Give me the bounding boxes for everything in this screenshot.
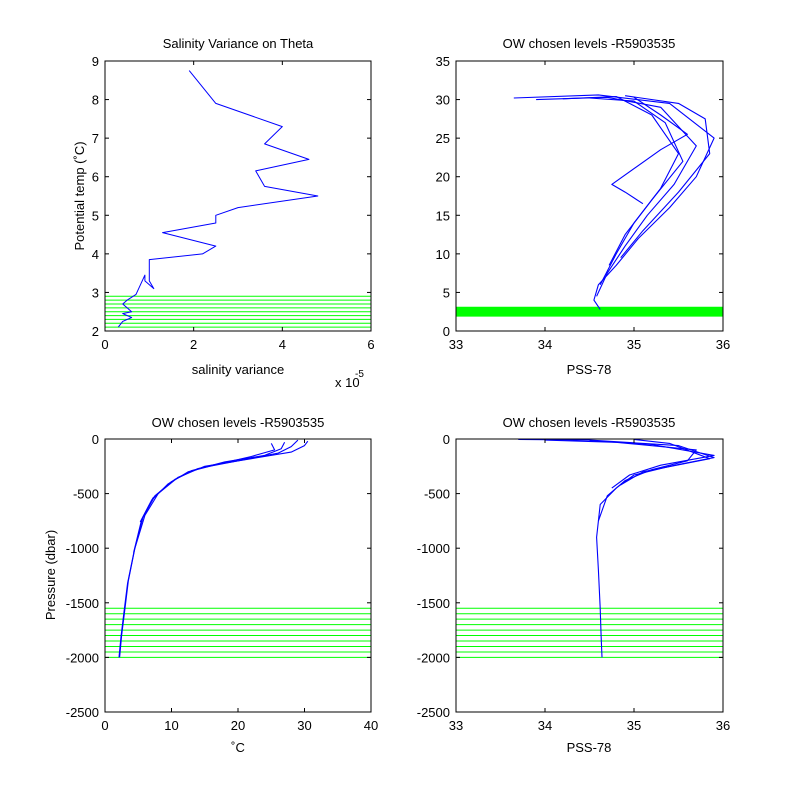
plot-area [456, 94, 723, 317]
y-tick-label: 10 [436, 247, 450, 262]
temperature-pressure-panel: OW chosen levels -R5903535 ˚C Pressure (… [43, 415, 378, 755]
y-tick-label: -500 [73, 487, 99, 502]
x-tick-label: 20 [231, 718, 245, 733]
axes-frame [455, 60, 724, 332]
x-tick-label: 36 [716, 337, 730, 352]
y-tick-label: 0 [443, 324, 450, 339]
panel-title: Salinity Variance on Theta [163, 36, 314, 51]
y-tick-label: -1000 [66, 541, 99, 556]
profile-line-1 [117, 70, 319, 328]
y-tick-label: 9 [92, 54, 99, 69]
profile-line-3 [562, 95, 680, 285]
y-tick-label: 7 [92, 131, 99, 146]
x-exponent: -5 [355, 369, 364, 380]
y-tick-label: 0 [92, 432, 99, 447]
x-tick-label: 36 [716, 718, 730, 733]
y-tick-label: 0 [443, 432, 450, 447]
y-tick-label: 30 [436, 93, 450, 108]
x-tick-label: 35 [627, 337, 641, 352]
x-tick-label: 33 [449, 337, 463, 352]
profile-line-5 [620, 95, 711, 259]
y-tick-label: 8 [92, 93, 99, 108]
plot-area [105, 70, 371, 328]
profile-line-1 [513, 94, 715, 310]
axes-frame [104, 60, 372, 332]
plot-area [105, 439, 371, 658]
profile-line-4 [139, 443, 276, 523]
x-tick-label: 0 [101, 337, 108, 352]
x-tick-label: 0 [101, 718, 108, 733]
x-tick-label: 33 [449, 718, 463, 733]
y-tick-label: 5 [443, 285, 450, 300]
x-exponent-label: x 10 [335, 375, 360, 390]
y-tick-label: -2000 [66, 650, 99, 665]
axes-frame [455, 438, 724, 713]
x-tick-label: 6 [367, 337, 374, 352]
y-tick-label: 20 [436, 170, 450, 185]
panel-title: OW chosen levels -R5903535 [152, 415, 325, 430]
y-tick-label: 15 [436, 208, 450, 223]
x-axis-label: ˚C [231, 740, 245, 755]
y-tick-label: -1500 [417, 596, 450, 611]
profile-line-3 [589, 440, 715, 489]
y-tick-label: 5 [92, 208, 99, 223]
y-axis-label: Pressure (dbar) [43, 530, 58, 620]
y-tick-label: 4 [92, 247, 99, 262]
salinity-theta-panel: OW chosen levels -R5903535 PSS-78 33 34 35… [436, 36, 731, 377]
y-tick-label: 3 [92, 285, 99, 300]
x-tick-label: 30 [297, 718, 311, 733]
salinity-pressure-panel: OW chosen levels -R5903535 PSS-78 33 34 35… [417, 415, 730, 755]
salinity-variance-panel: Salinity Variance on Theta salinity vari… [72, 36, 375, 390]
x-tick-label: 2 [190, 337, 197, 352]
x-axis-label: PSS-78 [567, 362, 612, 377]
y-tick-label: -500 [424, 487, 450, 502]
x-axis-label: PSS-78 [567, 740, 612, 755]
x-tick-label: 40 [364, 718, 378, 733]
y-tick-label: 25 [436, 131, 450, 146]
profile-line-4 [620, 439, 711, 486]
panel-title: OW chosen levels -R5903535 [503, 415, 676, 430]
panel-title: OW chosen levels -R5903535 [503, 36, 676, 51]
x-axis-label: salinity variance [192, 362, 285, 377]
y-tick-label: -2000 [417, 650, 450, 665]
y-tick-label: 2 [92, 324, 99, 339]
x-tick-label: 34 [538, 337, 552, 352]
y-tick-label: 6 [92, 170, 99, 185]
profile-line-6 [611, 96, 688, 205]
y-tick-label: -2500 [66, 705, 99, 720]
x-tick-label: 34 [538, 718, 552, 733]
plot-area [456, 439, 723, 658]
y-tick-label: -1500 [66, 596, 99, 611]
y-tick-label: -2500 [417, 705, 450, 720]
x-tick-label: 4 [279, 337, 286, 352]
y-tick-label: -1000 [417, 541, 450, 556]
y-tick-label: 35 [436, 54, 450, 69]
x-tick-label: 35 [627, 718, 641, 733]
x-tick-label: 10 [164, 718, 178, 733]
profile-line-4 [589, 97, 684, 266]
y-axis-label: Potential temp (˚C) [72, 141, 87, 250]
